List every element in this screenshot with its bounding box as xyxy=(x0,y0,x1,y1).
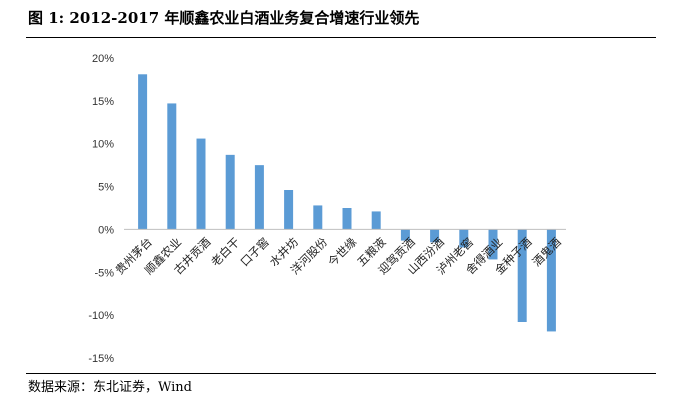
category-label: 口子窖 xyxy=(237,235,271,269)
y-tick-label: 10% xyxy=(92,139,114,151)
y-tick-label: 5% xyxy=(98,182,114,194)
bar xyxy=(459,229,469,248)
category-label: 今世缘 xyxy=(325,235,360,270)
bar xyxy=(342,208,352,230)
bar xyxy=(371,211,381,230)
bars xyxy=(138,74,556,332)
bar xyxy=(546,229,556,332)
category-label: 酒鬼酒 xyxy=(529,235,563,269)
bar xyxy=(284,190,294,230)
top-rule xyxy=(26,37,656,38)
y-axis: 20% 15% 10% 5% 0% -5% -10% -15% xyxy=(88,53,114,365)
y-tick-label: 15% xyxy=(92,96,114,108)
y-tick-label: 0% xyxy=(98,224,114,236)
source-note: 数据来源：东北证券，Wind xyxy=(28,380,192,395)
category-label: 老白干 xyxy=(208,235,242,269)
bar xyxy=(400,229,410,241)
bar xyxy=(167,103,177,230)
bar xyxy=(430,229,440,243)
bar xyxy=(488,229,498,260)
y-tick-label: -15% xyxy=(88,353,114,365)
y-tick-label: 20% xyxy=(92,53,114,65)
bar xyxy=(196,138,206,230)
bar xyxy=(254,165,264,230)
figure-title: 图 1: 2012-2017 年顺鑫农业白酒业务复合增速行业领先 xyxy=(28,9,420,27)
bar xyxy=(517,229,527,322)
bar xyxy=(225,154,235,230)
bottom-rule xyxy=(26,373,656,374)
bar xyxy=(138,74,148,230)
bar xyxy=(313,205,323,230)
y-tick-label: -10% xyxy=(88,310,114,322)
y-tick-label: -5% xyxy=(94,267,114,279)
